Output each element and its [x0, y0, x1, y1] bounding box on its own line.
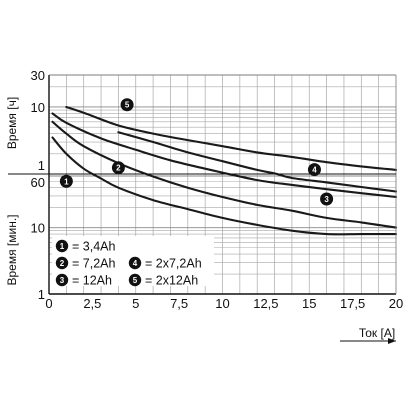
x-tick-label: 20: [389, 296, 403, 311]
x-tick-label: 7,5: [170, 296, 188, 311]
legend-item-3-label: = 12Ah: [72, 274, 112, 288]
y-upper-tick-label: 30: [31, 68, 45, 83]
legend-item-1-number: 1: [60, 242, 65, 251]
marker-4-label: 4: [312, 166, 317, 175]
marker-3: 3: [320, 192, 334, 206]
marker-2-label: 2: [116, 164, 121, 173]
x-tick-label: 5: [132, 296, 139, 311]
legend-item-5-label: = 2x12Ah: [145, 274, 198, 288]
legend-item-5-dot: [128, 273, 142, 287]
y-lower-tick-label: 1: [38, 287, 45, 302]
marker-2: 2: [111, 161, 125, 175]
series-markers: 1 2 3 4 5: [59, 98, 334, 206]
legend-item-1: 1 = 3,4Ah: [55, 239, 115, 254]
x-tick-label: 2,5: [83, 296, 101, 311]
legend-item-4: 4 = 2x7,2Ah: [128, 256, 202, 271]
plot-frame: [8, 74, 397, 344]
x-axis-arrow-head: [388, 338, 396, 344]
marker-1: 1: [59, 174, 73, 188]
marker-2-dot: [111, 161, 125, 175]
y-upper-tick-label: 1: [38, 158, 45, 173]
legend-item-4-label: = 2x7,2Ah: [145, 257, 202, 271]
curve-1: [51, 136, 398, 236]
y-upper-tick-label: 10: [31, 100, 45, 115]
legend-item-2-label: = 7,2Ah: [72, 257, 115, 271]
marker-3-label: 3: [324, 195, 329, 204]
legend-item-5-number: 5: [133, 276, 138, 285]
curve-2: [51, 120, 398, 229]
legend-item-1-label: = 3,4Ah: [72, 240, 115, 254]
legend-item-4-number: 4: [133, 259, 138, 268]
legend-item-3-dot: [55, 273, 69, 287]
legend-item-2: 2 = 7,2Ah: [55, 256, 115, 271]
marker-5: 5: [120, 98, 134, 112]
marker-1-dot: [59, 174, 73, 188]
legend-item-2-dot: [55, 256, 69, 270]
marker-4: 4: [307, 163, 321, 177]
grid: [49, 74, 396, 294]
marker-1-label: 1: [64, 177, 69, 186]
curve-4: [117, 131, 398, 193]
marker-5-label: 5: [125, 101, 130, 110]
x-tick-label: 0: [45, 296, 52, 311]
x-tick-label: 17,5: [340, 296, 365, 311]
y-lower-tick-label: 60: [31, 175, 45, 190]
marker-3-dot: [320, 192, 334, 206]
y-axis-lower-title: Время [мин.]: [5, 214, 19, 285]
legend-item-3-number: 3: [60, 276, 65, 285]
y-axis-upper-title: Время [ч]: [5, 97, 19, 149]
x-tick-label: 10: [215, 296, 229, 311]
legend-item-1-dot: [55, 239, 69, 253]
curve-3: [51, 112, 398, 199]
curves: [51, 105, 398, 236]
x-tick-label: 15: [302, 296, 316, 311]
curve-5: [65, 105, 398, 171]
legend-item-2-number: 2: [60, 259, 65, 268]
legend-item-4-dot: [128, 256, 142, 270]
marker-4-dot: [307, 163, 321, 177]
marker-5-dot: [120, 98, 134, 112]
legend-item-3: 3 = 12Ah: [55, 273, 112, 288]
legend-item-5: 5 = 2x12Ah: [128, 273, 198, 288]
x-tick-label: 12,5: [253, 296, 278, 311]
y-lower-tick-label: 10: [31, 221, 45, 236]
x-axis-title: Ток [A]: [359, 326, 395, 340]
legend: 1 = 3,4Ah 2 = 7,2Ah 3 = 12Ah 4 = 2x7,2Ah 5 = 2x12…: [52, 236, 214, 288]
